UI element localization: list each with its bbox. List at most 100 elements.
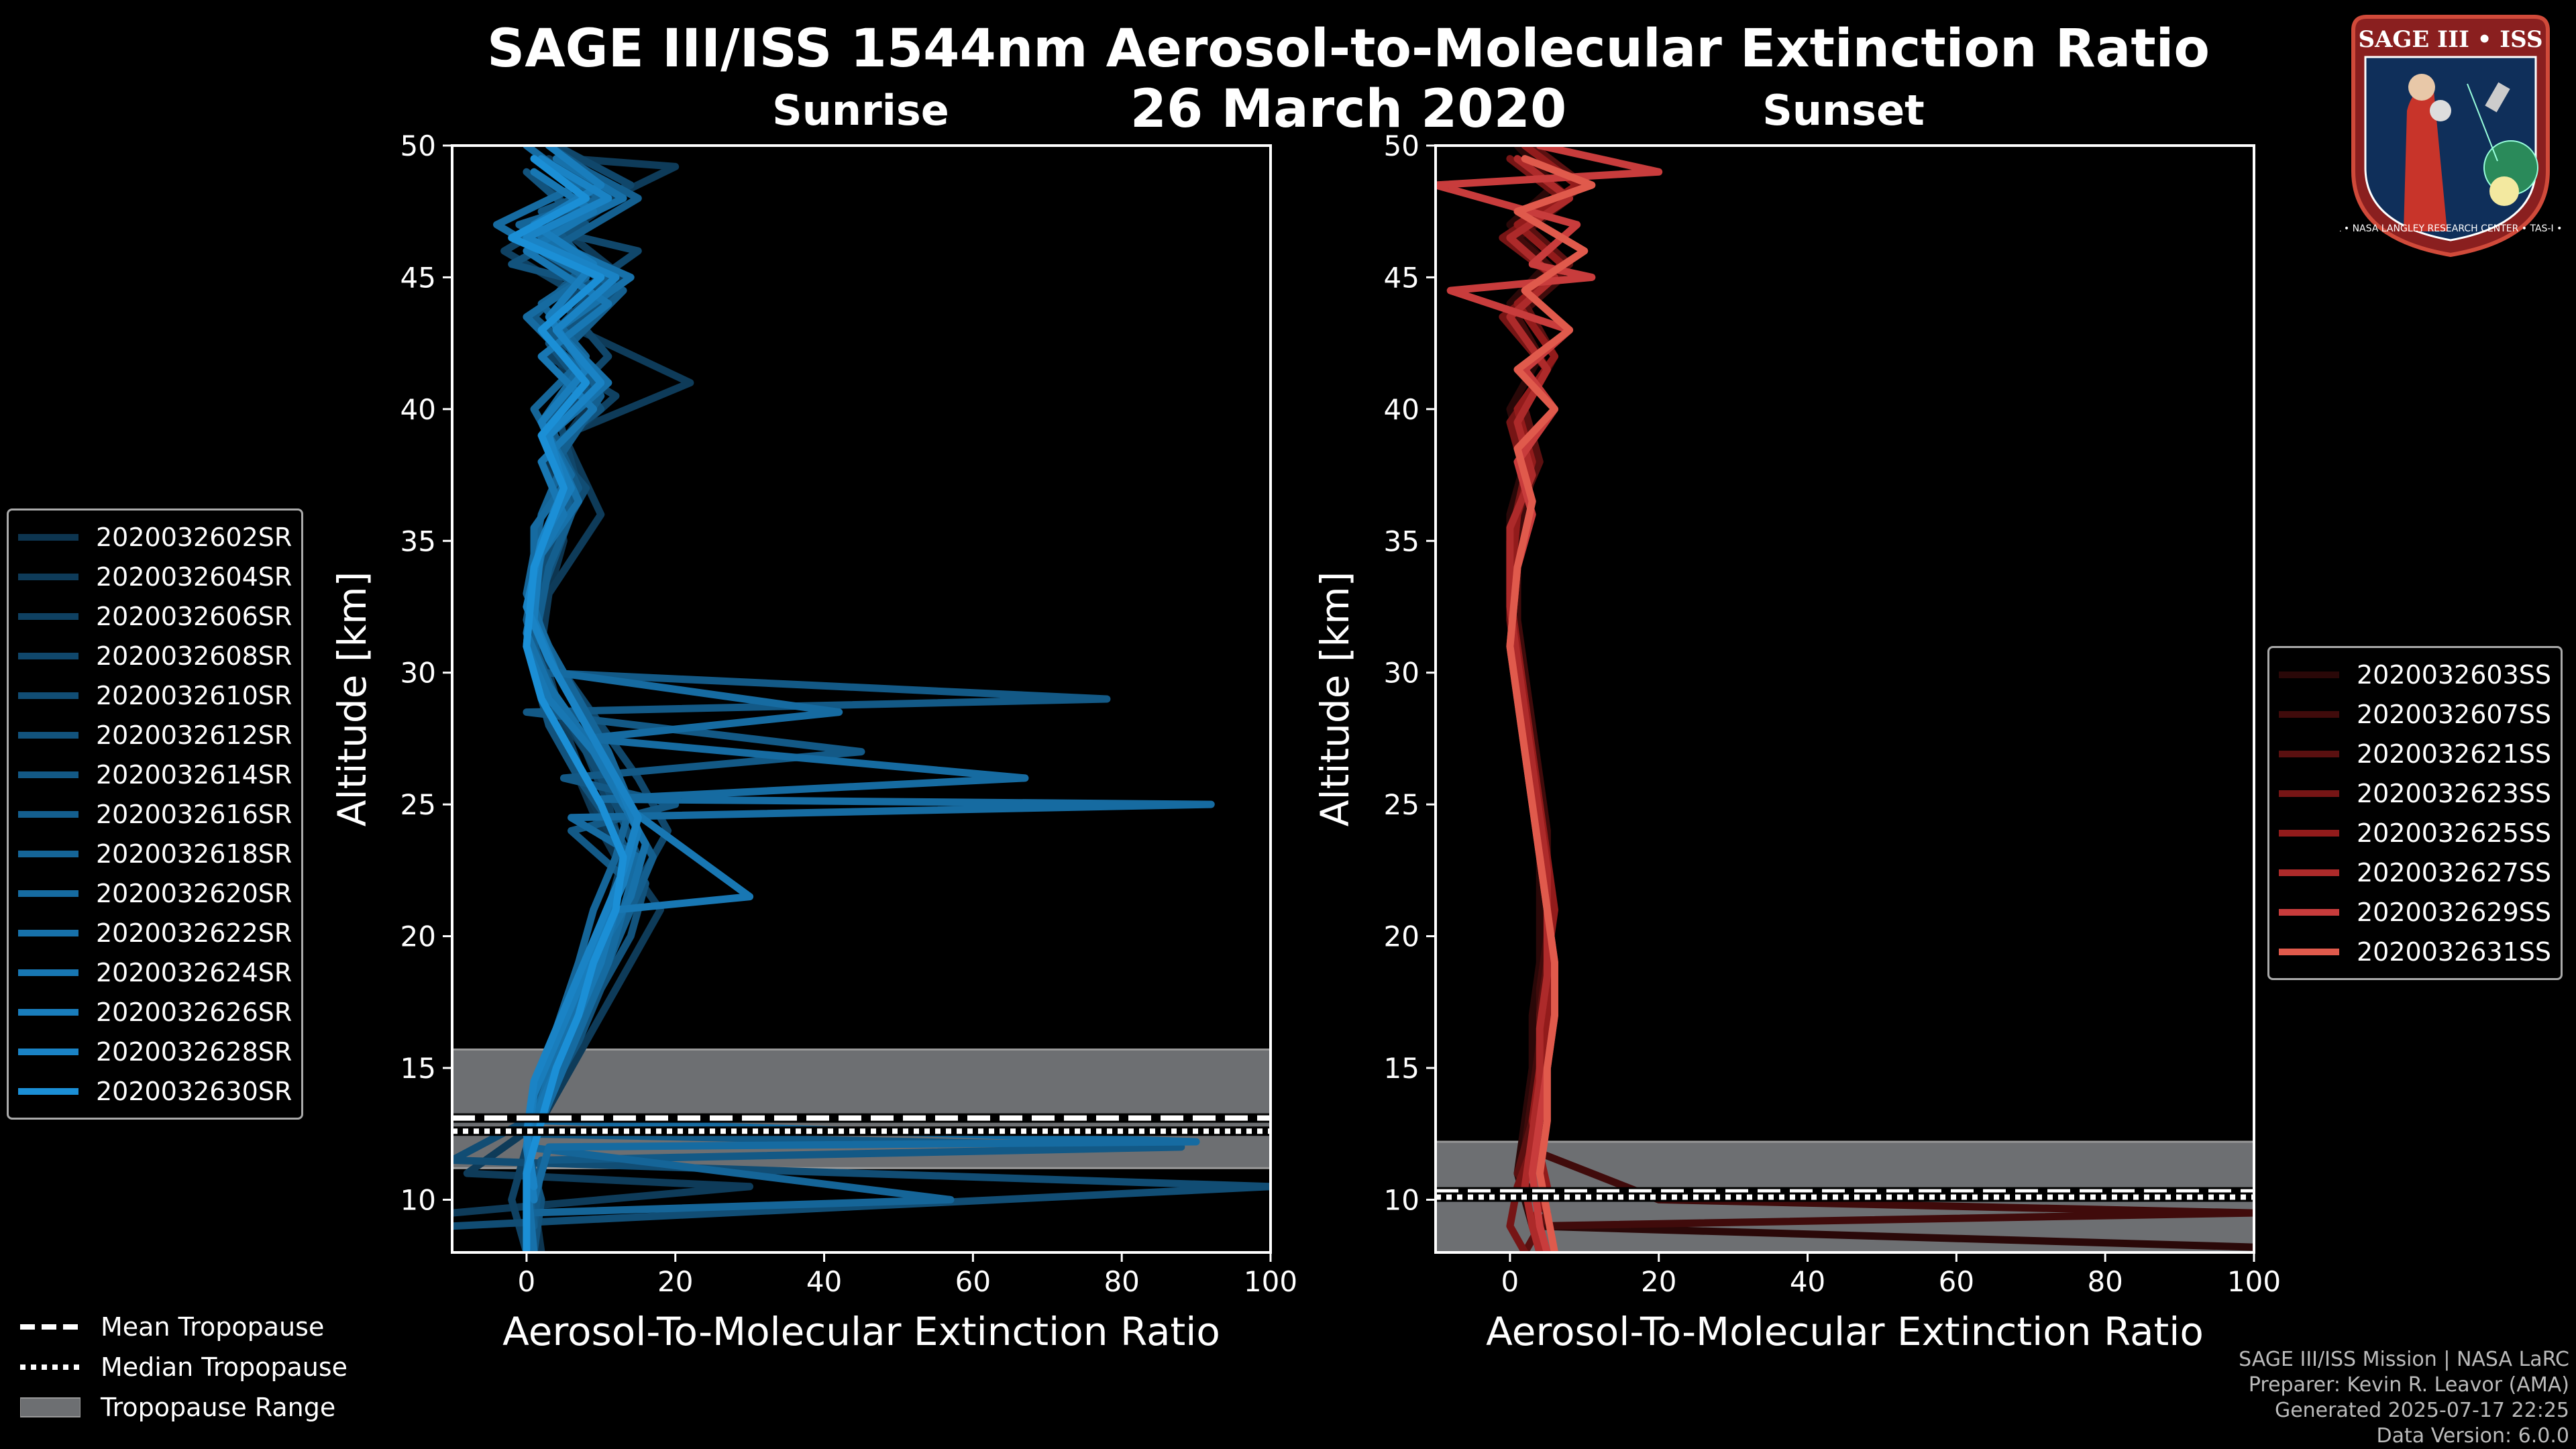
sunset-x-tick-label-80: 80	[2087, 1265, 2123, 1298]
legend-swatch	[18, 890, 78, 897]
legend-label: 2020032614SR	[96, 759, 292, 790]
sunset-series-2020032603SS	[1506, 146, 2254, 1251]
sunrise-plot-area	[452, 146, 1271, 1252]
sunset-y-tick-label-20: 20	[1384, 920, 1419, 953]
legend-label: 2020032606SR	[96, 601, 292, 631]
sunset-y-tick-label-50: 50	[1384, 129, 1419, 162]
sunset-series-2020032631SS	[1506, 155, 1596, 1252]
legend-label: 2020032625SS	[2357, 818, 2552, 848]
legend-label: 2020032631SS	[2357, 936, 2552, 967]
legend-swatch	[18, 652, 78, 659]
sunrise-legend: 2020032602SR 2020032604SR 2020032606SR 2020…	[7, 508, 304, 1120]
sunset-legend-item-2020032621SS: 2020032621SS	[2279, 734, 2551, 773]
tropopause-range-label: Tropopause Range	[101, 1393, 336, 1422]
legend-swatch	[2279, 869, 2339, 876]
sunset-y-tick-label-30: 30	[1384, 657, 1419, 690]
sunrise-y-tick-label-35: 35	[400, 525, 436, 557]
sunset-series-2020032607SS	[1513, 155, 2254, 1252]
legend-label: 2020032620SR	[96, 878, 292, 908]
tropopause-legend: Mean Tropopause Median Tropopause Tropop…	[20, 1307, 347, 1428]
sunrise-legend-item-2020032612SR: 2020032612SR	[18, 715, 292, 755]
sunrise-legend-item-2020032620SR: 2020032620SR	[18, 873, 292, 913]
sunset-legend-item-2020032631SS: 2020032631SS	[2279, 932, 2551, 971]
legend-label: 2020032602SR	[96, 522, 292, 552]
sunrise-series-2020032628SR	[523, 155, 642, 1191]
legend-label: 2020032616SR	[96, 799, 292, 829]
occultation-ray-icon	[2467, 83, 2498, 162]
sunset-series-2020032627SS	[1506, 155, 1574, 1252]
sunrise-legend-item-2020032616SR: 2020032616SR	[18, 794, 292, 834]
sunrise-x-tick-label-20: 20	[657, 1265, 693, 1298]
moon-icon	[2430, 100, 2451, 121]
legend-swatch	[18, 771, 78, 778]
legend-swatch	[2279, 750, 2339, 757]
legend-label: 2020032629SS	[2357, 897, 2552, 927]
sunset-x-tick-label-100: 100	[2227, 1265, 2281, 1298]
sunrise-legend-item-2020032606SR: 2020032606SR	[18, 596, 292, 636]
sunset-plot-area	[1436, 146, 2254, 1252]
legend-swatch	[18, 573, 78, 580]
mean-tropopause-label: Mean Tropopause	[101, 1312, 325, 1342]
legend-label: 2020032630SR	[96, 1076, 292, 1106]
sunrise-y-tick-label-50: 50	[400, 129, 436, 162]
median-tropopause-label: Median Tropopause	[101, 1352, 347, 1382]
sunrise-x-tick-label-40: 40	[806, 1265, 842, 1298]
sunrise-x-axis-label: Aerosol-To-Molecular Extinction Ratio	[502, 1309, 1220, 1354]
sunset-x-tick-label-60: 60	[1939, 1265, 1974, 1298]
sunrise-legend-item-2020032604SR: 2020032604SR	[18, 557, 292, 596]
dotted-line-swatch	[20, 1364, 80, 1370]
legend-swatch	[18, 692, 78, 699]
legend-swatch	[18, 533, 78, 541]
sunrise-plot: 0 20 40 60 80 100 10 15 20 25 30 35 40 45 50 Aerosol-To…	[329, 129, 1297, 1354]
sunrise-plot-frame	[451, 144, 1272, 1254]
sunset-panel-title: Sunset	[1762, 86, 1925, 135]
legend-swatch	[2279, 908, 2339, 916]
sunrise-legend-item-2020032624SR: 2020032624SR	[18, 953, 292, 992]
legend-swatch	[18, 850, 78, 857]
sunset-legend-item-2020032627SS: 2020032627SS	[2279, 853, 2551, 892]
legend-label: 2020032627SS	[2357, 857, 2552, 888]
sun-icon	[2489, 176, 2519, 206]
legend-label: 2020032612SR	[96, 720, 292, 750]
sunrise-legend-item-2020032628SR: 2020032628SR	[18, 1032, 292, 1071]
legend-swatch	[18, 612, 78, 620]
sunrise-y-tick-label-10: 10	[400, 1183, 436, 1216]
sunrise-legend-item-2020032622SR: 2020032622SR	[18, 913, 292, 953]
sunrise-series-2020032620SR	[493, 146, 1215, 1203]
sunrise-series-2020032622SR	[523, 155, 649, 1252]
legend-swatch	[2279, 671, 2339, 678]
legend-swatch	[2279, 829, 2339, 837]
sunset-legend-item-2020032629SS: 2020032629SS	[2279, 892, 2551, 932]
legend-label: 2020032622SR	[96, 918, 292, 948]
legend-label: 2020032624SR	[96, 957, 292, 987]
sunrise-legend-item-2020032614SR: 2020032614SR	[18, 755, 292, 794]
credits: SAGE III/ISS Mission | NASA LaRC Prepare…	[2239, 1347, 2569, 1449]
sage-iii-iss-mission-patch: SAGE III • ISS BALL • NASA LANGLEY RESEA…	[2340, 15, 2561, 258]
sunrise-y-tick-label-15: 15	[400, 1052, 436, 1085]
sunrise-x-tick-label-80: 80	[1104, 1265, 1139, 1298]
legend-label: 2020032626SR	[96, 997, 292, 1027]
dashed-line-swatch	[20, 1324, 80, 1330]
legend-label: 2020032623SS	[2357, 778, 2552, 808]
sunset-plot: 0 20 40 60 80 100 10 15 20 25 30 35 40 45 50 Aerosol-To…	[1312, 129, 2281, 1354]
legend-label: 2020032608SR	[96, 641, 292, 671]
iss-station-icon	[2485, 82, 2510, 113]
patch-ring-text: BALL • NASA LANGLEY RESEARCH CENTER • TA…	[2340, 223, 2561, 234]
sunset-x-tick-label-0: 0	[1501, 1265, 1519, 1298]
range-swatch	[20, 1397, 80, 1417]
legend-label: 2020032610SR	[96, 680, 292, 710]
credit-generated: Generated 2025-07-17 22:25	[2274, 1399, 2569, 1422]
sunrise-x-tick-label-0: 0	[518, 1265, 536, 1298]
sunrise-legend-item-2020032608SR: 2020032608SR	[18, 636, 292, 676]
astronomer-figure-icon	[2404, 89, 2447, 231]
sunset-x-tick-label-40: 40	[1790, 1265, 1825, 1298]
legend-tropopause-range: Tropopause Range	[20, 1387, 347, 1428]
sunrise-legend-item-2020032626SR: 2020032626SR	[18, 992, 292, 1032]
astronomer-head-icon	[2408, 74, 2435, 101]
sunrise-legend-item-2020032610SR: 2020032610SR	[18, 676, 292, 715]
sunrise-legend-item-2020032618SR: 2020032618SR	[18, 834, 292, 873]
sunrise-y-tick-label-40: 40	[400, 393, 436, 426]
sunrise-legend-item-2020032602SR: 2020032602SR	[18, 517, 292, 557]
patch-top-text: SAGE III • ISS	[2358, 26, 2542, 53]
legend-median-tropopause: Median Tropopause	[20, 1347, 347, 1387]
